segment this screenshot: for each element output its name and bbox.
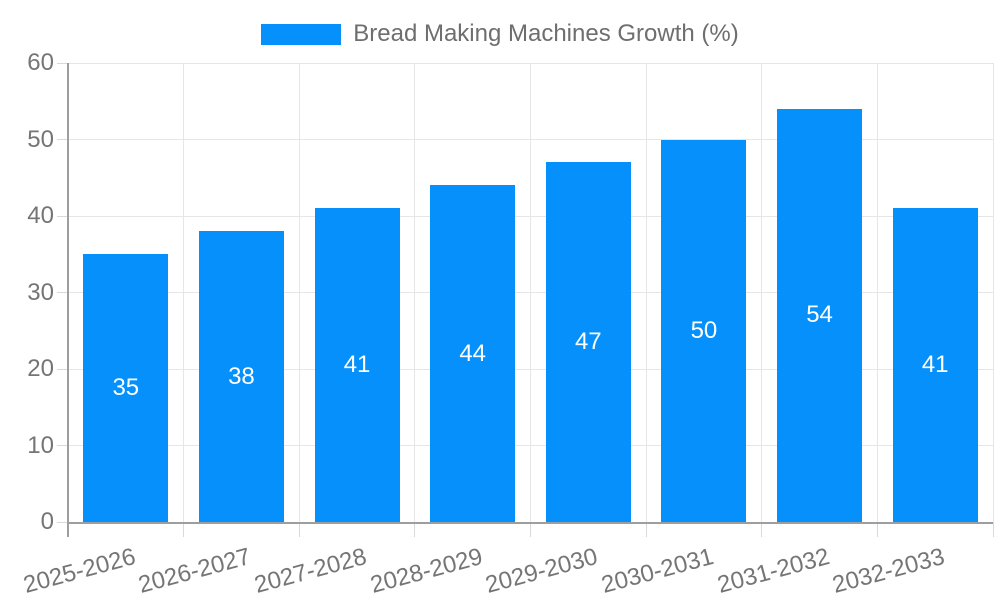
y-axis-label: 30: [27, 278, 54, 306]
x-axis-tick: [414, 522, 416, 537]
x-axis-tick: [298, 522, 300, 537]
gridline-vertical: [530, 63, 531, 522]
bar-value-label: 38: [228, 362, 255, 390]
bar-value-label: 41: [921, 351, 949, 379]
gridline-vertical: [761, 63, 763, 522]
bar-value-label: 35: [112, 374, 140, 402]
x-axis-tick: [876, 522, 878, 537]
bar[interactable]: [198, 231, 284, 522]
legend-label: Bread Making Machines Growth (%): [353, 20, 739, 47]
x-axis-tick: [183, 522, 185, 537]
bar[interactable]: [430, 185, 516, 522]
y-axis-line: [67, 63, 69, 537]
bar-value-label: 50: [690, 316, 718, 344]
bar[interactable]: [314, 208, 400, 522]
gridline-vertical: [992, 63, 994, 522]
bar[interactable]: [777, 108, 863, 522]
gridline-vertical: [645, 63, 647, 522]
y-axis-label: 40: [27, 202, 54, 229]
bar-value-label: 54: [806, 301, 833, 329]
y-axis-label: 50: [27, 125, 54, 153]
x-axis-tick: [992, 522, 994, 537]
y-axis-tick: [57, 292, 68, 293]
y-axis-tick: [57, 139, 68, 140]
y-axis-label: 10: [27, 431, 54, 459]
y-axis-label: 20: [27, 355, 54, 382]
y-axis-tick: [57, 445, 68, 446]
gridline-vertical: [876, 63, 878, 522]
x-axis-line: [68, 522, 993, 524]
bar-value-label: 47: [574, 328, 602, 356]
x-axis-tick: [530, 522, 531, 537]
x-axis-tick: [761, 522, 763, 537]
legend-item[interactable]: Bread Making Machines Growth (%): [0, 22, 1000, 46]
gridline-vertical: [183, 63, 185, 522]
y-axis-label: 60: [27, 49, 54, 76]
y-axis-tick: [57, 215, 68, 217]
legend-swatch: [261, 23, 342, 45]
bar-value-label: 44: [459, 339, 487, 367]
x-axis-tick: [645, 522, 647, 537]
bar[interactable]: [545, 162, 631, 522]
bar[interactable]: [661, 139, 747, 522]
gridline-vertical: [298, 63, 300, 522]
bar[interactable]: [892, 208, 978, 522]
y-axis-label: 0: [40, 508, 54, 535]
gridline-vertical: [414, 63, 416, 522]
y-axis-tick: [57, 368, 68, 370]
y-axis-tick: [57, 62, 68, 64]
y-axis-tick: [57, 521, 68, 523]
bar[interactable]: [83, 254, 169, 522]
bar-value-label: 41: [343, 351, 371, 379]
